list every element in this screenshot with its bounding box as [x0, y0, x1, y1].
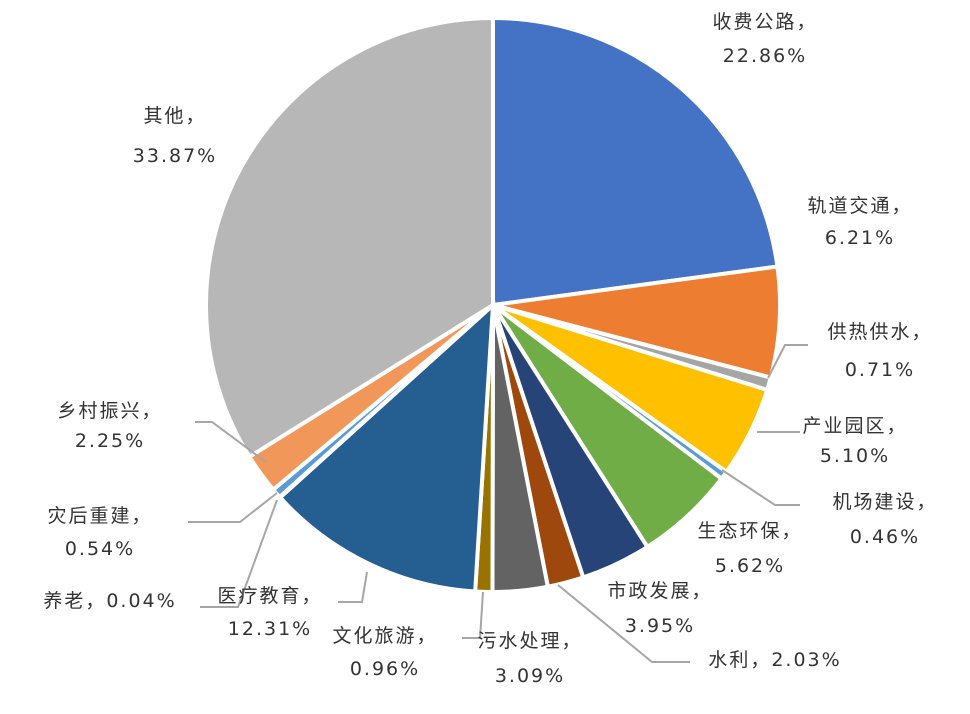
leader-line-4 — [721, 469, 800, 506]
data-label-name-9: 文化旅游， — [332, 625, 437, 647]
leader-line-7 — [557, 584, 690, 663]
leader-line-11 — [200, 499, 278, 608]
data-label-value-12: 0.54% — [65, 538, 135, 560]
data-label-name-8: 污水处理， — [477, 630, 582, 652]
data-label-name-2: 供热供水， — [827, 321, 932, 343]
leader-line-12 — [188, 492, 278, 523]
leader-lines — [188, 344, 808, 663]
leader-line-9 — [462, 591, 484, 639]
leader-line-13 — [195, 421, 267, 463]
data-label-value-3: 5.10% — [820, 445, 890, 467]
data-label-name-6: 市政发展， — [607, 580, 712, 602]
data-label-name-10: 医疗教育， — [217, 585, 322, 607]
data-label-value-14: 33.87% — [133, 145, 217, 167]
data-label-name-12: 灾后重建， — [47, 505, 152, 527]
data-label-name-0: 收费公路， — [712, 11, 817, 33]
data-label-name-5: 生态环保， — [697, 520, 802, 542]
pie-slice-14 — [204, 15, 495, 460]
data-label-name-3: 产业园区， — [802, 415, 907, 437]
data-label-name-1: 轨道交通， — [807, 195, 912, 217]
data-label-value-2: 0.71% — [845, 359, 915, 381]
data-label-name-14: 其他， — [143, 105, 206, 127]
data-label-value-4: 0.46% — [850, 526, 920, 548]
data-label-7: 水利，2.03% — [708, 649, 841, 671]
pie-slice-0 — [491, 15, 780, 308]
data-labels: 收费公路， 22.86% 轨道交通， 6.21% 供热供水， 0.71% 产业园区， 5.10… — [43, 11, 937, 687]
data-label-value-9: 0.96% — [350, 658, 420, 680]
data-label-value-0: 22.86% — [723, 45, 807, 67]
data-label-value-5: 5.62% — [715, 555, 785, 577]
data-label-name-4: 机场建设， — [832, 491, 937, 513]
data-label-value-1: 6.21% — [825, 227, 895, 249]
data-label-value-8: 3.09% — [495, 665, 565, 687]
leader-line-2 — [767, 344, 808, 379]
leader-line-10 — [338, 571, 368, 603]
pie-slices — [204, 15, 782, 595]
data-label-11: 养老，0.04% — [43, 590, 176, 612]
data-label-value-13: 2.25% — [75, 430, 145, 452]
pie-slice-10 — [277, 300, 496, 594]
data-label-value-10: 12.31% — [228, 618, 312, 640]
data-label-name-13: 乡村振兴， — [57, 400, 162, 422]
data-label-value-6: 3.95% — [625, 615, 695, 637]
